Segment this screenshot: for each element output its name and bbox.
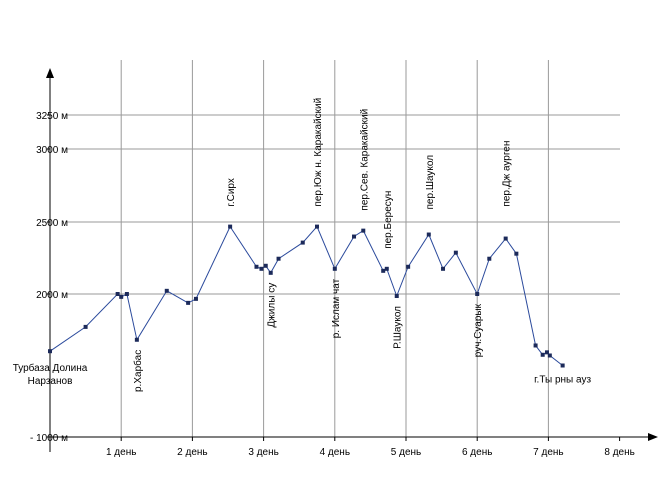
y-tick-label-2500: 2500 м xyxy=(36,218,68,229)
data-point-31 xyxy=(514,251,519,256)
data-point-28 xyxy=(475,292,480,296)
y-tick-label-1000: - 1000 м xyxy=(30,433,68,444)
data-point-21 xyxy=(381,268,386,273)
data-point-14 xyxy=(268,270,273,275)
place-label-2: Нарзанов xyxy=(28,376,73,387)
data-point-29 xyxy=(487,256,492,261)
data-point-22 xyxy=(384,266,389,271)
place-label-10: Р.Шаукол xyxy=(393,306,404,349)
data-point-15 xyxy=(276,256,281,261)
x-tick-label-2: 2 день xyxy=(177,447,207,458)
data-point-6 xyxy=(134,337,139,342)
place-label-9: пер.Бересун xyxy=(383,191,394,249)
data-point-5 xyxy=(124,292,129,296)
y-tick-label-3000: 3000 м xyxy=(36,145,68,156)
data-point-12 xyxy=(259,266,264,271)
x-tick-label-3: 3 день xyxy=(248,447,278,458)
data-point-26 xyxy=(441,266,446,271)
x-tick-label-6: 6 день xyxy=(462,447,492,458)
data-point-13 xyxy=(263,263,268,268)
place-label-12: руч.Суарык xyxy=(473,303,484,357)
data-point-19 xyxy=(352,234,357,239)
data-point-4 xyxy=(119,294,124,299)
place-label-1: Турбаза Долина xyxy=(13,362,88,374)
series-layer xyxy=(48,224,565,368)
place-label-5: Джилы су xyxy=(267,283,278,328)
place-label-7: р. Ислам чат xyxy=(331,278,342,338)
data-point-11 xyxy=(254,264,259,269)
x-tick-label-1: 1 день xyxy=(106,447,136,458)
data-point-34 xyxy=(544,350,549,355)
x-tick-label-4: 4 день xyxy=(320,447,350,458)
series-line-1 xyxy=(49,225,563,366)
data-point-7 xyxy=(164,288,169,293)
data-point-8 xyxy=(186,300,191,305)
data-point-2 xyxy=(83,324,88,329)
place-label-14: г.Ты рны ауз xyxy=(534,375,591,386)
data-point-33 xyxy=(540,352,545,357)
data-point-1 xyxy=(48,349,52,354)
y-tick-label-3250: 3250 м xyxy=(36,111,68,122)
data-point-9 xyxy=(193,296,198,301)
data-point-36 xyxy=(560,363,565,368)
data-point-18 xyxy=(332,266,337,271)
x-tick-label-7: 7 день xyxy=(533,447,563,458)
data-point-23 xyxy=(394,294,399,299)
data-point-30 xyxy=(503,236,508,241)
data-point-10 xyxy=(228,224,233,229)
data-point-16 xyxy=(300,240,305,245)
grid-layer xyxy=(66,60,620,437)
place-label-13: пер.Дж аурген xyxy=(502,141,513,207)
axes-layer xyxy=(46,68,658,452)
place-label-4: г.Сирх xyxy=(226,178,237,206)
data-point-27 xyxy=(453,250,458,255)
data-point-20 xyxy=(361,228,366,233)
place-label-3: р.Харбас xyxy=(132,350,144,392)
x-tick-label-5: 5 день xyxy=(391,447,421,458)
place-label-8: пер.Сев. Каракайский xyxy=(359,109,370,211)
data-point-35 xyxy=(547,353,552,358)
y-axis-arrow-icon xyxy=(46,68,54,78)
place-label-6: пер.Юж н. Каракайский xyxy=(313,98,324,207)
place-label-11: пер.Шаукол xyxy=(425,155,436,210)
data-point-25 xyxy=(426,232,431,237)
ticks-layer: 1 день 2 день 3 день 4 день 5 день 6 день 7 де… xyxy=(30,111,635,458)
data-point-24 xyxy=(406,264,411,269)
data-point-32 xyxy=(533,343,538,348)
data-point-17 xyxy=(315,224,319,229)
data-point-3 xyxy=(115,292,120,296)
y-tick-label-2000: 2000 м xyxy=(36,290,68,301)
labels-layer: Турбаза Долина Нарзанов р.Харбас г.Сирх Джил… xyxy=(13,98,592,392)
x-tick-label-8: 8 день xyxy=(604,447,634,458)
x-axis-arrow-icon xyxy=(648,433,658,441)
